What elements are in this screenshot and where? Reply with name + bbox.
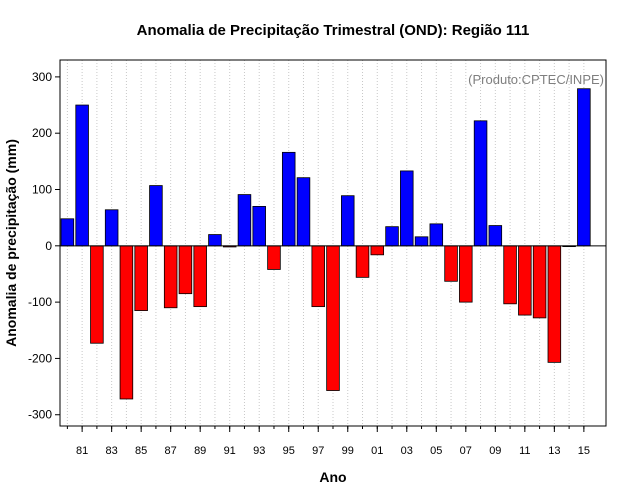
x-tick-label: 03 [401, 445, 413, 457]
bar [252, 205, 266, 247]
bar [296, 177, 311, 247]
x-axis-label: Ano [319, 469, 346, 485]
x-tick-label: 11 [519, 445, 530, 457]
x-tick-label: 07 [460, 445, 472, 457]
bar [267, 245, 281, 270]
bar [385, 226, 399, 247]
bar [104, 209, 119, 247]
bar [400, 170, 414, 247]
bar [90, 245, 104, 344]
x-tick-label: 87 [165, 445, 177, 457]
bar [414, 236, 429, 247]
x-tick-label: 05 [430, 445, 442, 457]
x-tick-label: 81 [76, 445, 88, 457]
x-tick-label: 93 [253, 445, 265, 457]
bar [473, 120, 488, 247]
grid [66, 60, 585, 426]
bar [444, 245, 458, 282]
x-tick-label: 09 [489, 445, 501, 457]
bar [459, 245, 473, 303]
y-tick-label: -300 [28, 408, 52, 422]
bar [577, 88, 591, 247]
x-tick-label: 99 [342, 445, 354, 457]
bar [532, 245, 547, 319]
x-tick-label: 97 [312, 445, 324, 457]
bar [134, 245, 148, 311]
x-tick-label: 95 [283, 445, 295, 457]
source-annotation: (Produto:CPTEC/INPE) [468, 72, 604, 87]
bar [503, 245, 517, 305]
y-tick-label: 100 [32, 183, 52, 197]
bar [208, 234, 222, 247]
x-tick-label: 13 [548, 445, 560, 457]
y-tick-label: 300 [32, 70, 52, 84]
bars [60, 88, 591, 400]
axes: -300 -200 -100 0 100 200 300 81 83 85 87 89 91 93 95 97… [28, 70, 590, 457]
bar [370, 245, 385, 256]
bar [488, 225, 503, 247]
bar [518, 245, 532, 316]
bar [178, 245, 193, 295]
bar [237, 194, 252, 247]
bar [75, 104, 89, 247]
x-tick-label: 91 [224, 445, 236, 457]
bar [326, 245, 340, 391]
x-tick-label: 83 [106, 445, 118, 457]
bar [281, 151, 296, 247]
x-tick-label: 15 [578, 445, 590, 457]
bar [341, 195, 355, 247]
bar [60, 218, 75, 247]
bar [547, 245, 562, 363]
chart-title: Anomalia de Precipitação Trimestral (OND… [137, 22, 530, 39]
y-axis-label: Anomalia de precipitação (mm) [3, 139, 19, 347]
y-tick-label: 200 [32, 126, 52, 140]
y-tick-label: -100 [28, 295, 52, 309]
bar [355, 245, 370, 278]
bar [163, 245, 178, 309]
bar [429, 223, 444, 247]
y-tick-label: 0 [45, 239, 52, 253]
x-tick-label: 89 [194, 445, 206, 457]
bar [193, 245, 207, 308]
x-tick-label: 85 [135, 445, 147, 457]
y-tick-label: -200 [28, 351, 52, 365]
x-tick-label: 01 [371, 445, 383, 457]
bar [149, 185, 163, 247]
bar [119, 245, 134, 400]
bar [311, 245, 325, 308]
